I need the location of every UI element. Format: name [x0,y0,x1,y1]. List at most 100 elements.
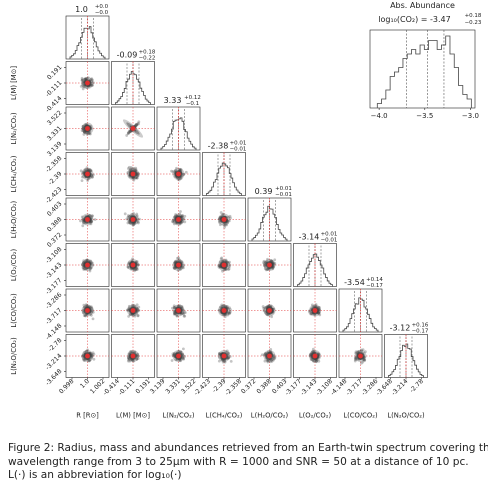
density-point [265,313,269,316]
density-point [228,312,231,316]
density-point [262,259,266,263]
density-point [270,311,274,315]
density-point [85,77,89,80]
density-point [132,359,135,363]
density-point [127,308,131,312]
density-point [85,221,88,224]
density-point [83,130,86,134]
density-point [82,353,85,357]
param-title-value: -3.14 [299,233,320,242]
density-point [132,267,135,270]
truth-marker [85,308,90,313]
density-point [171,352,175,356]
density-point [135,355,139,358]
inset-title: Abs. Abundance [390,1,455,10]
density-point [90,353,94,357]
density-point [173,311,177,315]
density-point [134,166,138,170]
corner-plot-figure: 1.0 +0.0 −0.0 -0.09 +0.18 −0.22 3.33 +0.12 −0.1-… [10,1,482,420]
density-point [223,312,227,316]
density-point [82,358,86,362]
density-point [132,267,136,271]
truth-marker [85,126,90,131]
caption-line-2: wavelength range from 3 to 25µm with R =… [8,455,469,468]
density-point [88,220,92,224]
density-point [129,214,132,218]
density-point [314,304,318,308]
density-point [84,312,88,316]
density-point [219,265,222,269]
density-point [269,259,273,262]
density-point [130,312,134,316]
density-point [133,221,137,225]
density-point [226,221,229,225]
density-point [132,303,136,307]
x-tick-label: 0.372 [240,378,258,396]
density-point [173,171,177,174]
density-point [265,261,269,265]
density-point [135,219,139,222]
density-point [173,312,177,316]
density-point [271,261,275,264]
density-point [173,215,177,219]
density-point [176,269,180,272]
density-point [130,176,134,179]
density-point [83,261,87,265]
density-point [91,351,95,355]
density-point [178,221,181,225]
density-point [81,87,85,91]
density-point [272,307,276,311]
density-point [180,265,184,269]
density-point [130,357,134,361]
density-point [137,305,141,309]
density-point [317,310,321,314]
density-point [313,305,317,309]
density-point [270,259,274,263]
density-point [179,215,183,218]
density-point [268,259,272,263]
density-point [262,307,266,310]
density-point [267,312,270,316]
density-point [172,304,176,308]
density-point [84,77,88,81]
y-tick-label: -2.423 [44,186,63,205]
density-point [80,79,84,82]
density-point [221,358,225,362]
density-point [219,263,223,267]
density-point [82,268,86,271]
density-point [219,265,222,269]
density-point [128,215,131,218]
density-point [91,263,95,267]
density-point [127,131,131,134]
param-title-value: -0.09 [117,51,138,60]
density-point [224,304,227,308]
density-point [223,360,227,364]
truth-marker [130,126,136,131]
density-point [130,350,133,354]
density-point [271,262,275,266]
density-point [132,176,136,180]
y-axis-label: L(N₂O/CO₂) [10,337,18,375]
density-point [84,175,87,179]
density-point [135,173,138,176]
density-point [84,259,88,263]
density-point [173,263,177,267]
density-point [225,260,229,264]
density-point [84,267,88,271]
truth-marker [358,353,363,359]
density-point [135,172,139,176]
density-point [272,265,275,268]
density-point [181,308,185,312]
density-point [126,265,130,269]
density-point [265,305,268,309]
density-point [131,266,135,270]
density-point [86,177,90,181]
density-point [225,357,229,360]
density-point [90,354,93,357]
density-point [81,124,85,128]
density-point [218,265,222,268]
density-point [79,219,82,223]
density-point [128,221,132,225]
density-point [126,221,130,225]
density-point [174,312,177,316]
